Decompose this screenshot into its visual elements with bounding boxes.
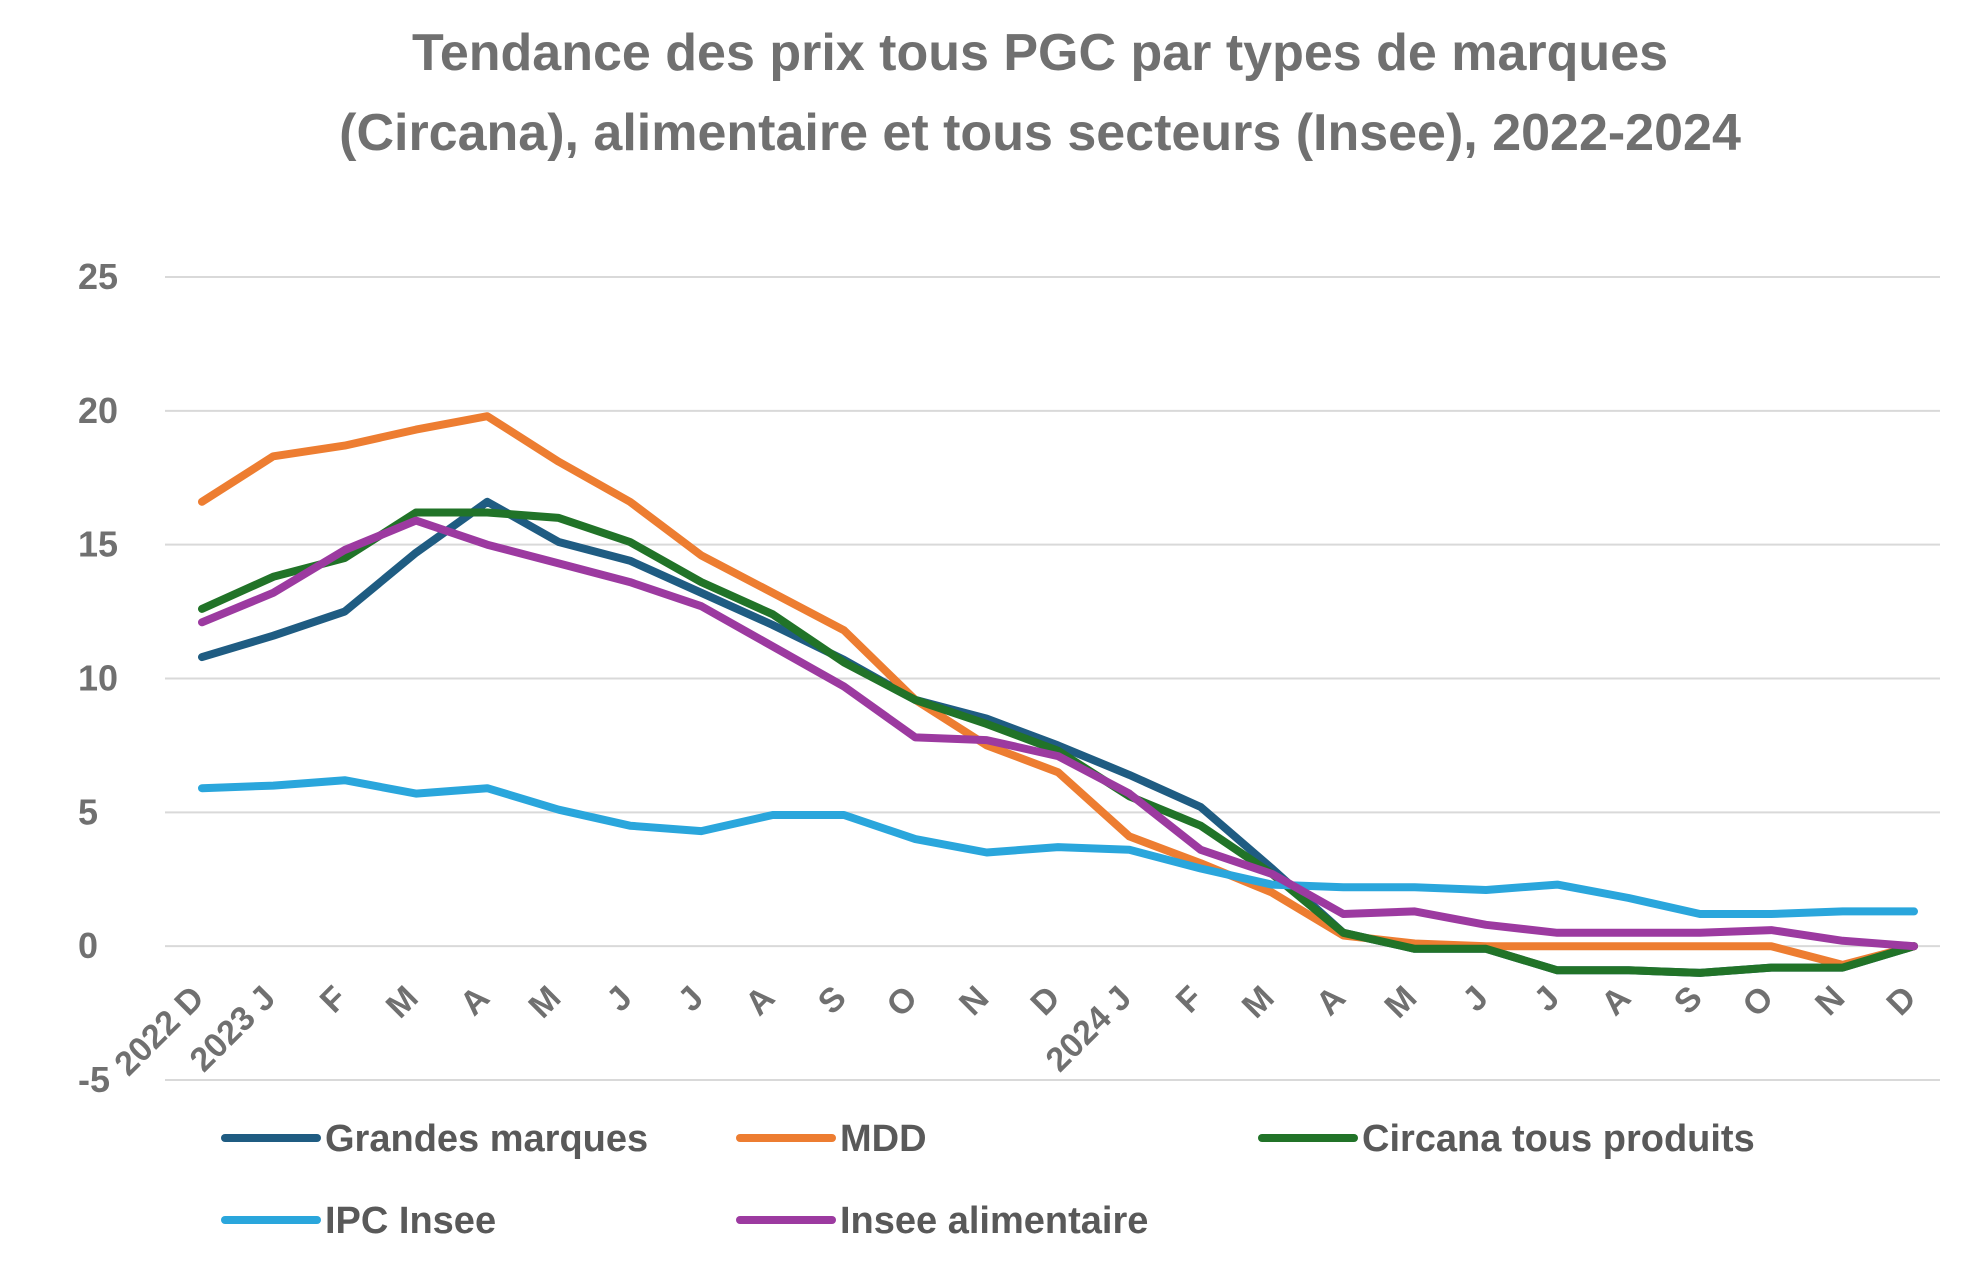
x-tick-label: M [379,979,426,1026]
legend-item-circana-tous-produits: Circana tous produits [1258,1118,1755,1160]
x-tick-label: F [1169,979,1211,1021]
x-tick-label: A [1594,979,1638,1023]
legend-label: IPC Insee [325,1200,496,1242]
legend-label: Insee alimentaire [840,1200,1148,1242]
series-line-ipc-insee [198,776,1918,918]
y-tick-label: 20 [78,390,118,431]
x-tick-label: J [599,979,639,1019]
chart-title-line-1: Tendance des prix tous PGC par types de … [412,24,1668,82]
x-tick-label: O [879,979,925,1025]
legend: Grandes marques MDD Circana tous produits I… [221,1118,1755,1242]
y-tick-label: 10 [78,658,118,699]
x-tick-label: M [521,979,568,1026]
x-tick-label: D [1023,979,1067,1023]
x-tick-label: N [1808,979,1852,1023]
y-tick-label: 25 [78,256,118,297]
x-tick-label: M [1235,979,1282,1026]
x-tick-label: N [952,979,996,1023]
legend-label: Circana tous produits [1362,1118,1755,1160]
series-line-mdd [198,412,1918,969]
chart-title-line-2: (Circana), alimentaire et tous secteurs … [339,104,1741,162]
x-tick-label: A [1309,979,1353,1023]
legend-label: MDD [840,1118,927,1160]
y-tick-label: 15 [78,524,118,565]
series-line-circana-tous-produits [198,508,1918,977]
legend-item-grandes-marques: Grandes marques [221,1118,648,1160]
legend-label: Grandes marques [325,1118,648,1160]
x-tick-label: S [811,979,854,1022]
legend-item-mdd: MDD [736,1118,927,1160]
series-line-insee-alimentaire [198,516,1918,951]
x-tick-label: J [1455,979,1495,1019]
x-tick-label: A [453,979,497,1023]
x-tick-label: 2022 D [107,979,211,1083]
x-tick-label: D [1879,979,1923,1023]
series-lines [198,412,1918,977]
x-tick-label: S [1667,979,1710,1022]
x-tick-label: J [1527,979,1567,1019]
y-tick-label: 5 [78,791,98,832]
y-tick-label: 0 [78,925,98,966]
legend-item-insee-alimentaire: Insee alimentaire [736,1200,1148,1242]
x-tick-label: A [738,979,782,1023]
y-tick-label: -5 [78,1059,110,1100]
legend-item-ipc-insee: IPC Insee [221,1200,496,1242]
y-axis-tick-labels: 25 20 15 10 5 0 -5 [78,256,118,1100]
gridlines [165,276,1940,1081]
x-tick-label: F [313,979,355,1021]
x-tick-label: M [1377,979,1424,1026]
chart-title: Tendance des prix tous PGC par types de … [339,24,1741,162]
x-tick-label: J [671,979,711,1019]
x-tick-label: O [1735,979,1781,1025]
